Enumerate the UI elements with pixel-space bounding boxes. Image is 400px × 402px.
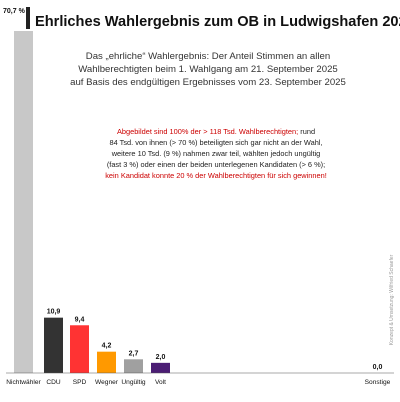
tick-label-cdu: CDU <box>46 379 61 386</box>
subtitle-line-3: auf Basis des endgültigen Ergebnisses vo… <box>70 77 346 88</box>
note-span-1: Abgebildet sind 100% der > 118 Tsd. Wahl… <box>117 127 298 136</box>
value-label-ung-ltig: 2,7 <box>129 350 139 357</box>
value-label-volt: 2,0 <box>156 354 166 361</box>
value-label-spd: 9,4 <box>75 316 85 323</box>
bar-wegner <box>97 351 116 373</box>
note-line-1: Abgebildet sind 100% der > 118 Tsd. Wahl… <box>117 127 315 136</box>
tick-label-sonstige: Sonstige <box>365 379 391 386</box>
title-accent-bar <box>26 7 30 29</box>
subtitle-line-1: Das „ehrliche“ Wahlergebnis: Der Anteil … <box>86 51 330 62</box>
note-span-3: weitere 10 Tsd. (9 %) nahmen zwar teil, … <box>111 149 321 158</box>
value-label-wegner: 4,2 <box>102 343 112 350</box>
note-span-4: (fast 3 %) oder einen der beiden unterle… <box>107 160 325 169</box>
bar-spd <box>70 325 89 373</box>
note-line-2: 84 Tsd. von ihnen (> 70 %) beteiligten s… <box>109 138 322 147</box>
cover-layer <box>0 4 400 31</box>
note-line-5: kein Kandidat konnte 20 % der Wahlberech… <box>105 171 327 180</box>
value-label-sonstige: 0,0 <box>373 364 383 371</box>
subtitle-line-2: Wahlberechtigten beim 1. Wahlgang am 21.… <box>78 64 338 75</box>
note-span-5: kein Kandidat konnte 20 % der Wahlberech… <box>105 171 327 180</box>
credit-text: Konzept & Umsetzung: Wilfried Schaefer <box>389 254 395 345</box>
note-span-2: 84 Tsd. von ihnen (> 70 %) beteiligten s… <box>109 138 322 147</box>
chart-title: Ehrliches Wahlergebnis zum OB in Ludwigs… <box>35 14 400 30</box>
value-label-cdu: 10,9 <box>47 309 61 316</box>
text-layer: 70,7 % Nichtwähler 10,9 CDU 9,4 SPD 4,2 Wegner 2… <box>3 8 400 386</box>
bar-nichtw-hler <box>14 14 33 373</box>
note-line-3: weitere 10 Tsd. (9 %) nahmen zwar teil, … <box>111 149 321 158</box>
value-label-nichtw-hler: 70,7 % <box>3 8 26 15</box>
bar-ung-ltig <box>124 359 143 373</box>
tick-label-ung-ltig: Ungültig <box>121 379 146 386</box>
bar-volt <box>151 362 170 373</box>
tick-label-nichtw-hler: Nichtwähler <box>6 379 41 386</box>
bars-layer <box>6 14 394 374</box>
tick-label-volt: Volt <box>155 379 166 386</box>
tick-label-spd: SPD <box>73 379 87 386</box>
note-line-4: (fast 3 %) oder einen der beiden unterle… <box>107 160 325 169</box>
bar-cdu <box>44 317 63 373</box>
title-band <box>0 4 400 31</box>
tick-label-wegner: Wegner <box>95 379 119 386</box>
note-span-tail-1: rund <box>298 127 315 136</box>
